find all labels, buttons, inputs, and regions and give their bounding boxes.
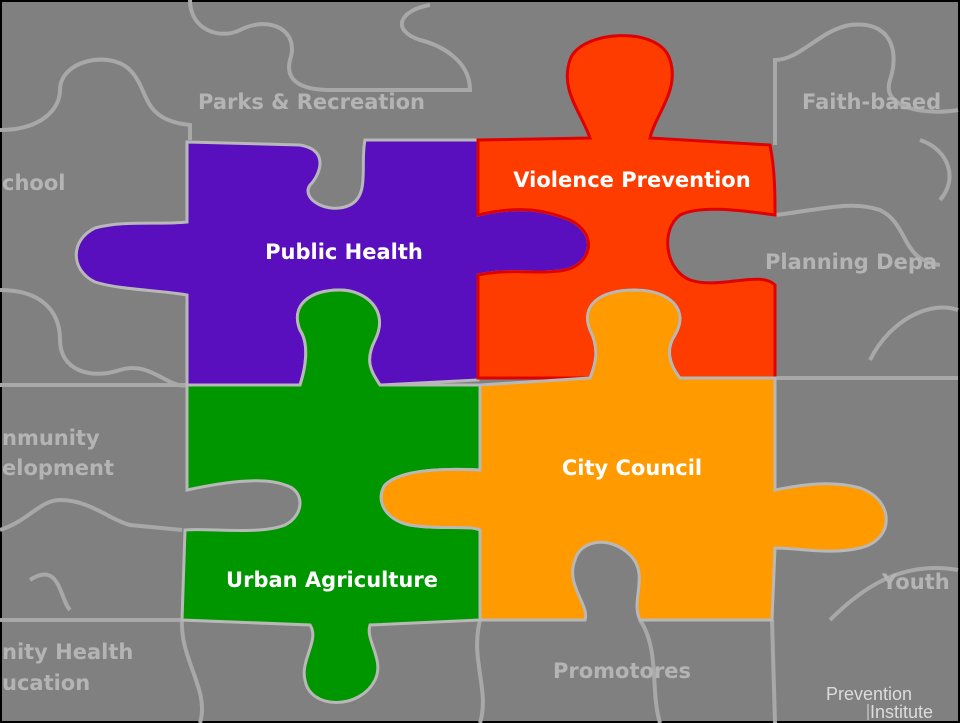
bg-label: elopment: [2, 456, 114, 480]
bg-label: Promotores: [553, 659, 691, 683]
bg-label: Faith-based: [802, 90, 941, 114]
bg-label: Parks & Recreation: [198, 90, 425, 114]
piece-label: Public Health: [265, 240, 423, 264]
piece-label: Urban Agriculture: [226, 568, 438, 592]
logo-text: Institute: [870, 702, 933, 722]
bg-label: Youth: [881, 570, 950, 594]
logo-text: Prevention: [826, 684, 912, 704]
piece-label: City Council: [562, 456, 702, 480]
bg-label: chool: [2, 171, 65, 195]
slide: Parks & Recreation Faith-based chool Pla…: [0, 0, 960, 723]
bg-label: nmunity: [2, 426, 100, 450]
piece-label: Violence Prevention: [513, 168, 750, 192]
bg-label: nity Health: [2, 640, 133, 664]
bg-label: Planning Depa: [765, 250, 937, 274]
bg-label: ucation: [2, 671, 90, 695]
